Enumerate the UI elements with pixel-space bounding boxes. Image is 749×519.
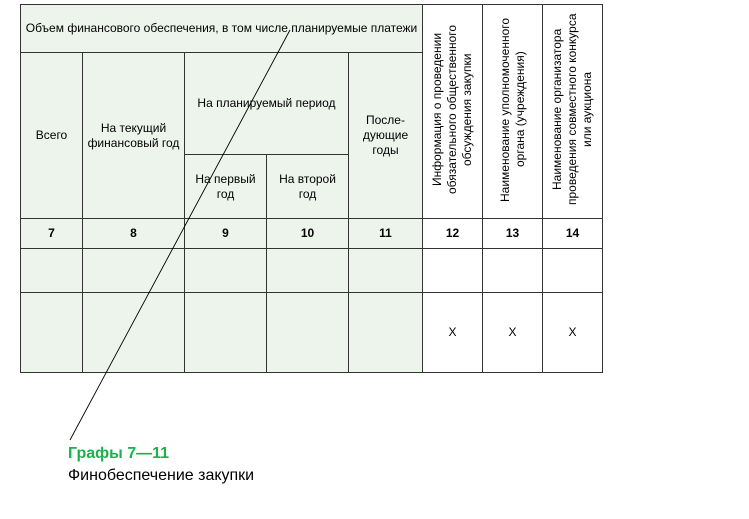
- header-main: Объем финансового обеспечения, в том чис…: [21, 5, 423, 53]
- cell: [185, 293, 267, 373]
- colnum-12: 12: [423, 219, 483, 249]
- header-col-11: После­дующие годы: [349, 53, 423, 219]
- financing-table: Объем финансового обеспечения, в том чис…: [20, 4, 603, 373]
- header-col-9: На первый год: [185, 155, 267, 219]
- colnum-13: 13: [483, 219, 543, 249]
- caption: Графы 7—11 Финобеспечение закупки: [68, 445, 254, 485]
- cell: X: [543, 293, 603, 373]
- caption-subtitle: Финобеспечение закупки: [68, 467, 254, 485]
- colnum-8: 8: [83, 219, 185, 249]
- cell: [267, 293, 349, 373]
- table-row: X X X: [21, 293, 603, 373]
- cell: X: [483, 293, 543, 373]
- cell: X: [423, 293, 483, 373]
- cell: [349, 293, 423, 373]
- colnum-9: 9: [185, 219, 267, 249]
- cell: [543, 249, 603, 293]
- colnum-14: 14: [543, 219, 603, 249]
- cell: [83, 249, 185, 293]
- header-col-12-text: Информация о проведении обязательного об…: [430, 7, 475, 212]
- caption-title: Графы 7—11: [68, 445, 254, 463]
- header-col-10: На второй год: [267, 155, 349, 219]
- colnum-10: 10: [267, 219, 349, 249]
- cell: [349, 249, 423, 293]
- header-col-13-text: Наименование упол­номоченного органа (уч…: [498, 7, 528, 212]
- stage: Объем финансового обеспечения, в том чис…: [0, 0, 749, 519]
- cell: [267, 249, 349, 293]
- header-col-14: Наименование организато­ра проведения со…: [543, 5, 603, 219]
- cell: [21, 249, 83, 293]
- header-col-14-text: Наименование организато­ра проведения со…: [550, 7, 595, 212]
- column-number-row: 7 8 9 10 11 12 13 14: [21, 219, 603, 249]
- header-col-7: Всего: [21, 53, 83, 219]
- header-col-8: На текущий финансовый год: [83, 53, 185, 219]
- cell: [83, 293, 185, 373]
- cell: [483, 249, 543, 293]
- cell: [423, 249, 483, 293]
- colnum-11: 11: [349, 219, 423, 249]
- cell: [185, 249, 267, 293]
- table-row: [21, 249, 603, 293]
- cell: [21, 293, 83, 373]
- header-col-13: Наименование упол­номоченного органа (уч…: [483, 5, 543, 219]
- header-col-12: Информация о проведении обязательного об…: [423, 5, 483, 219]
- colnum-7: 7: [21, 219, 83, 249]
- header-plan-period: На планируемый период: [185, 53, 349, 155]
